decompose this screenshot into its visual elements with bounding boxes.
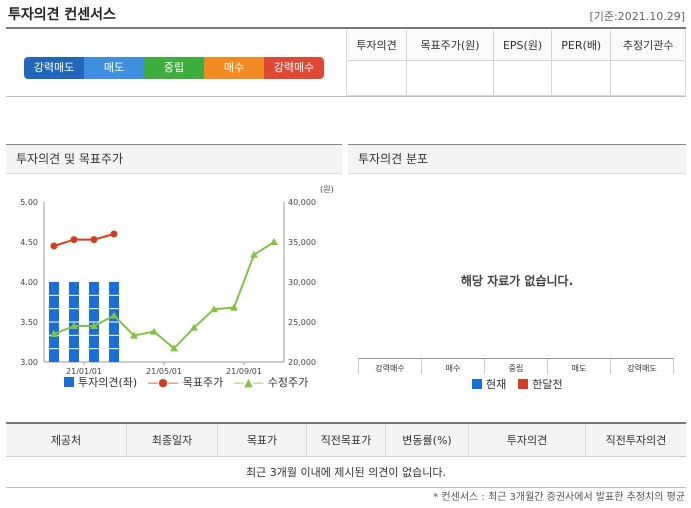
adjusted-price-point — [270, 238, 278, 245]
consensus-table: 투자의견 목표주가(원) EPS(원) PER(배) 추정기관수 — [346, 30, 686, 96]
adjusted-price-point — [150, 327, 158, 335]
col-analyst-count: 추정기관수 — [610, 30, 686, 61]
page-title: 투자의견 컨센서스 — [8, 7, 116, 23]
opinion-distribution-panel: 투자의견 분포 해당 자료가 없습니다. 강력매수 매수 중립 매도 강력매도 … — [348, 144, 686, 402]
value-per — [551, 60, 612, 96]
dist-cat-neutral: 중립 — [484, 359, 547, 374]
footnote: * 컨센서스 : 최근 3개월간 증권사에서 발표한 추정치의 평균 — [433, 492, 685, 503]
col-last-date: 최종일자 — [126, 422, 218, 457]
col-prev-opinion: 직전투자의견 — [585, 422, 686, 457]
rating-neutral: 중립 — [144, 57, 204, 79]
right-tick-label: 30,000 — [288, 278, 316, 287]
legend-current: 현재 — [486, 378, 507, 391]
value-opinion — [346, 60, 407, 96]
value-target-price — [405, 60, 494, 96]
dist-cat-strong-sell: 강력매도 — [610, 359, 674, 374]
left-tick-label: 3.50 — [20, 318, 38, 327]
legend-prev: 한달전 — [532, 378, 563, 391]
left-tick-label: 5.00 — [20, 198, 38, 207]
left-tick-label: 3.00 — [20, 358, 38, 367]
col-provider: 제공처 — [6, 422, 127, 457]
adjusted-price-point — [210, 305, 218, 313]
target-price-point — [110, 230, 118, 238]
adjusted-price-point — [250, 250, 258, 258]
x-tick-label: 21/05/01 — [146, 367, 182, 374]
distribution-axis: 강력매수 매수 중립 매도 강력매도 — [358, 358, 674, 374]
opinion-price-chart: 5.00 4.50 4.00 3.50 3.00 40,000 35,000 30,000 25… — [20, 185, 334, 374]
chart-legend: 투자의견(좌) —●— 목표주가 —▲— 수정주가 — [6, 374, 342, 390]
legend-target-marker: —●— — [147, 375, 179, 389]
right-axis-unit: (원) — [320, 185, 334, 194]
adjusted-price-point — [130, 331, 138, 339]
adjusted-price-point — [70, 322, 78, 329]
section-divider — [6, 96, 686, 97]
col-eps: EPS(원) — [492, 30, 553, 61]
adjusted-price-point — [230, 303, 238, 311]
right-tick-label: 20,000 — [288, 358, 316, 367]
col-change-rate: 변동률(%) — [385, 422, 469, 457]
rating-strong-buy: 강력매수 — [264, 57, 324, 79]
left-tick-label: 4.50 — [20, 238, 38, 247]
legend-prev-swatch — [518, 379, 529, 389]
x-tick-label: 21/09/01 — [226, 367, 262, 374]
rating-strong-sell: 강력매도 — [24, 57, 84, 79]
legend-opinion: 투자의견(좌) — [78, 376, 138, 389]
value-eps — [492, 60, 553, 96]
legend-price-marker: —▲— — [233, 375, 264, 389]
right-panel-title: 투자의견 분포 — [348, 144, 686, 174]
x-tick-label: 21/01/01 — [66, 367, 102, 374]
target-price-point — [90, 236, 98, 244]
opinion-target-panel: 투자의견 및 목표주가 5.00 4.50 4.00 3.50 3.00 40,000 35… — [6, 144, 342, 402]
distribution-legend: 현재 한달전 — [472, 376, 563, 392]
value-analyst-count — [610, 60, 686, 96]
right-tick-label: 35,000 — [288, 238, 316, 247]
broker-opinions-table: 제공처 최종일자 목표가 직전목표가 변동률(%) 투자의견 직전투자의견 최근… — [6, 422, 686, 488]
dist-cat-sell: 매도 — [547, 359, 610, 374]
rating-sell: 매도 — [84, 57, 144, 79]
legend-price: 수정주가 — [267, 376, 309, 389]
legend-bar-swatch — [64, 377, 74, 387]
adjusted-price-point — [190, 323, 198, 331]
adjusted-price-point — [90, 322, 98, 329]
rating-buy: 매수 — [204, 57, 264, 79]
right-tick-label: 40,000 — [288, 198, 316, 207]
no-data-message: 해당 자료가 없습니다. — [460, 274, 574, 288]
legend-current-swatch — [472, 379, 482, 389]
col-prev-target: 직전목표가 — [306, 422, 386, 457]
left-tick-label: 4.00 — [20, 278, 38, 287]
target-price-point — [70, 236, 78, 244]
reference-date: [기준:2021.10.29] — [589, 10, 685, 23]
legend-target: 목표주가 — [182, 376, 224, 389]
col-opinion: 투자의견 — [468, 422, 586, 457]
target-price-line — [53, 233, 115, 247]
adjusted-price-point — [110, 311, 118, 319]
right-tick-label: 25,000 — [288, 318, 316, 327]
target-price-point — [50, 242, 58, 250]
left-panel-title: 투자의견 및 목표주가 — [6, 144, 342, 174]
rating-scale: 강력매도 매도 중립 매수 강력매수 — [24, 57, 324, 79]
dist-cat-strong-buy: 강력매수 — [358, 359, 421, 374]
no-opinions-message: 최근 3개월 이내에 제시된 의견이 없습니다. — [6, 456, 686, 488]
adjusted-price-line — [53, 241, 275, 350]
col-per: PER(배) — [551, 30, 612, 61]
col-target-price: 목표주가(원) — [405, 30, 494, 61]
col-opinion: 투자의견 — [346, 30, 407, 61]
top-divider — [6, 27, 686, 29]
adjusted-price-point — [170, 344, 178, 352]
adjusted-price-point — [50, 330, 58, 337]
col-target: 목표가 — [217, 422, 307, 457]
dist-cat-buy: 매수 — [421, 359, 484, 374]
